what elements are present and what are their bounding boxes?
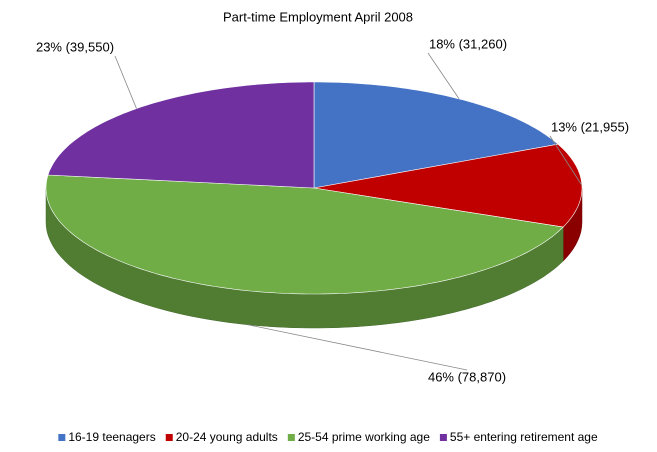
- legend-swatch: [287, 434, 295, 441]
- legend-label: 25-54 prime working age: [298, 430, 430, 444]
- slice: [47, 81, 315, 189]
- legend-label: 16-19 teenagers: [68, 430, 155, 444]
- data-label: 23% (39,550): [36, 39, 114, 54]
- legend-swatch: [58, 434, 66, 441]
- legend-swatch: [165, 434, 173, 441]
- slice: [313, 81, 559, 189]
- legend-swatch: [439, 434, 447, 441]
- legend-label: 55+ entering retirement age: [450, 430, 598, 444]
- leader-line: [427, 52, 460, 100]
- data-label: 18% (31,260): [429, 36, 507, 51]
- chart-title: Part-time Employment April 2008: [223, 9, 413, 24]
- slice: [45, 174, 564, 295]
- data-label: 46% (78,870): [428, 369, 506, 384]
- leader-line: [247, 324, 468, 371]
- leader-line: [549, 135, 583, 186]
- legend-label: 20-24 young adults: [176, 430, 278, 444]
- data-label: 13% (21,955): [551, 119, 629, 134]
- leader-line: [114, 55, 137, 109]
